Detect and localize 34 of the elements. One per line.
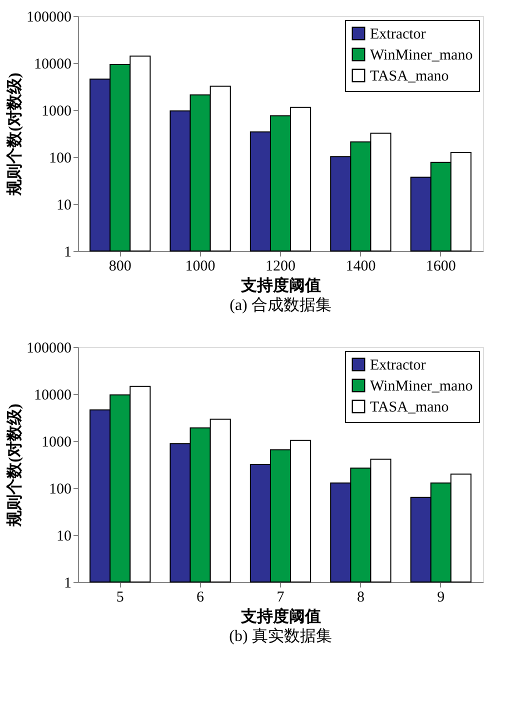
x-tick-label: 5 — [116, 590, 124, 606]
y-tick-label: 100 — [49, 150, 72, 166]
x-tick-label: 1200 — [266, 258, 296, 274]
x-axis-title: 支持度阈值 — [240, 606, 321, 626]
x-tick-label: 1400 — [346, 258, 376, 274]
y-tick-label: 100000 — [26, 340, 72, 356]
legend-label: TASA_mano — [370, 400, 449, 416]
y-tick-label: 100 — [49, 482, 72, 498]
text: (a) 合成数据集 — [230, 296, 332, 314]
y-tick-label: 10000 — [34, 56, 72, 72]
legend-label: WinMiner_mano — [370, 378, 473, 394]
x-tick-label: 8 — [356, 590, 364, 606]
y-tick-label: 1000 — [42, 434, 72, 450]
y-tick-label: 10000 — [34, 388, 72, 404]
x-tick-label: 9 — [437, 590, 445, 606]
y-tick-label: 100000 — [26, 10, 72, 26]
legend-label: TASA_mano — [370, 68, 449, 84]
x-tick-label: 7 — [276, 590, 285, 606]
y-tick-label: 1 — [64, 576, 72, 592]
y-tick-label: 1 — [64, 244, 72, 260]
x-tick-label: 1600 — [426, 258, 456, 274]
y-tick-label: 1000 — [42, 104, 72, 120]
x-tick-label: 1000 — [185, 258, 216, 274]
legend-label: WinMiner_mano — [370, 48, 473, 64]
text: (b) 真实数据集 — [229, 627, 332, 645]
x-tick-label: 6 — [196, 590, 205, 606]
x-axis-title: 支持度阈值 — [240, 276, 321, 294]
legend-label: Extractor — [370, 358, 426, 374]
y-tick-label: 10 — [56, 528, 72, 544]
legend-label: Extractor — [370, 26, 426, 42]
y-axis-title: 规则个数(对数级) — [6, 404, 24, 528]
y-tick-label: 10 — [56, 198, 72, 214]
y-axis-title: 规则个数(对数级) — [6, 72, 24, 196]
x-tick-label: 800 — [108, 258, 132, 274]
